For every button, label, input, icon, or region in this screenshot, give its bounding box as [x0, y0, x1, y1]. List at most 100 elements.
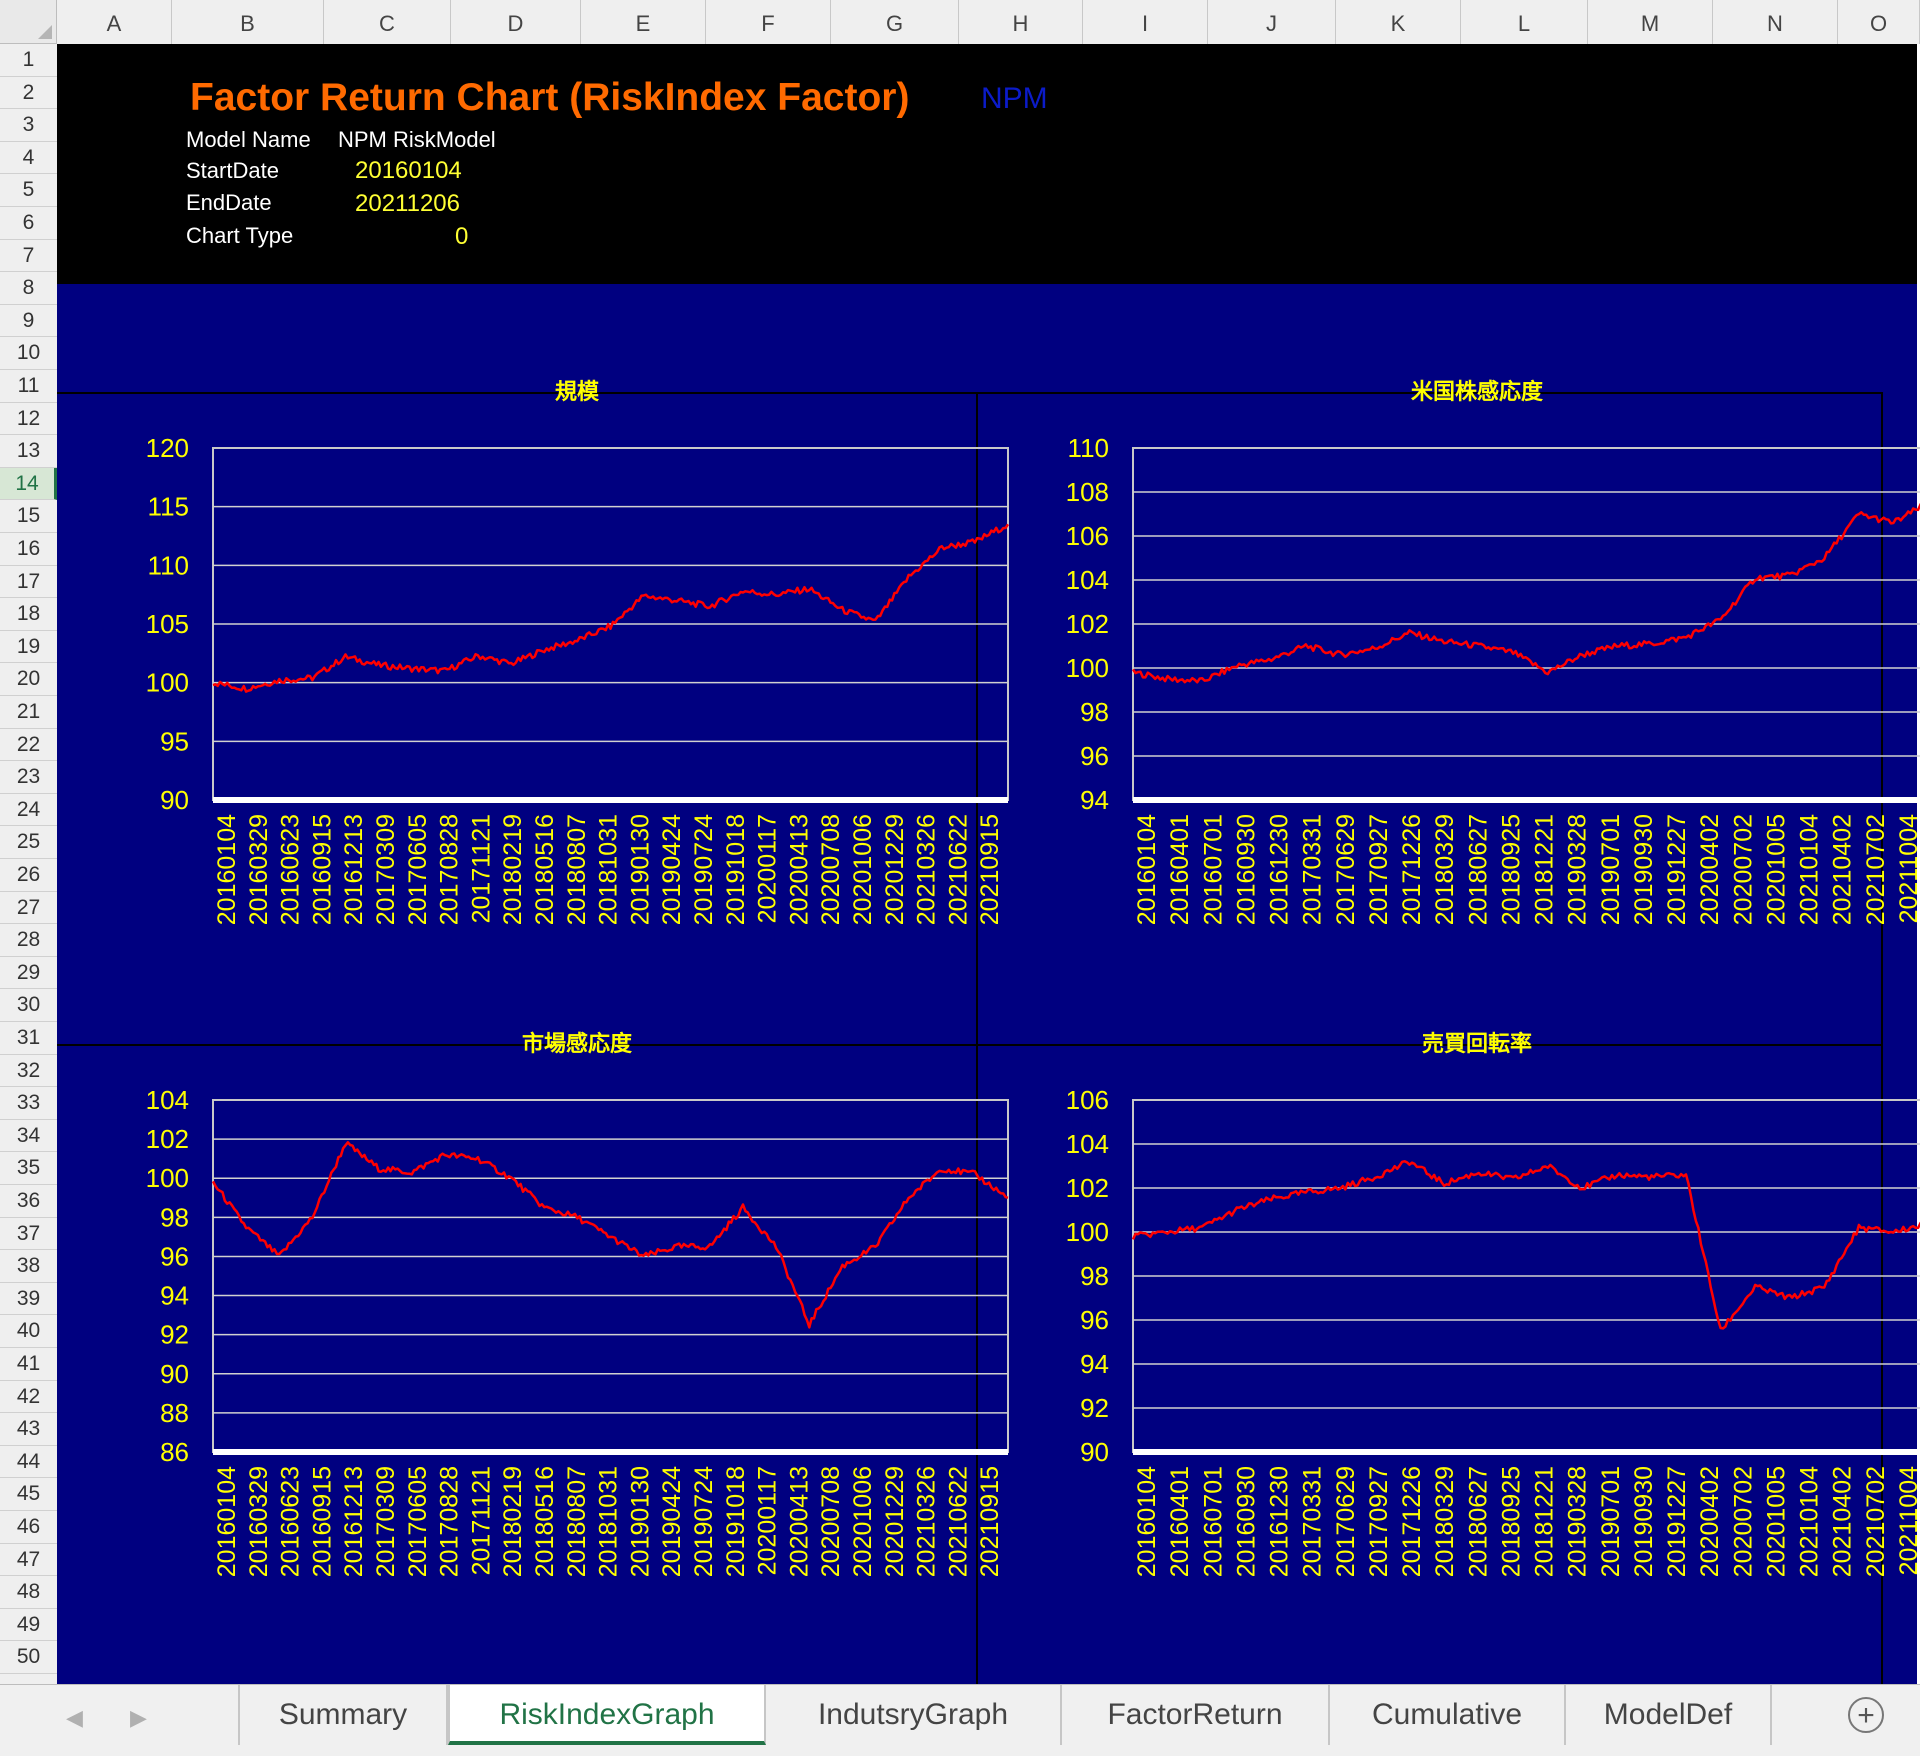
column-header[interactable]: C	[324, 0, 451, 44]
row-header[interactable]: 40	[0, 1315, 57, 1348]
y-tick-label: 102	[1066, 1173, 1109, 1203]
tab-summary[interactable]: Summary	[238, 1685, 448, 1745]
row-header[interactable]: 35	[0, 1152, 57, 1185]
row-header[interactable]: 30	[0, 989, 57, 1022]
x-tick-label: 20200117	[754, 814, 782, 923]
report-header: Factor Return Chart (RiskIndex Factor) N…	[57, 44, 1917, 284]
y-tick-label: 98	[160, 1202, 189, 1232]
x-tick-label: 20180219	[499, 814, 527, 925]
row-header[interactable]: 32	[0, 1055, 57, 1088]
row-header[interactable]: 16	[0, 533, 57, 566]
column-header[interactable]: N	[1713, 0, 1838, 44]
row-header[interactable]: 33	[0, 1087, 57, 1120]
tab-indutsrygraph[interactable]: IndutsryGraph	[766, 1685, 1062, 1745]
x-tick-label: 20200402	[1696, 814, 1724, 925]
row-header[interactable]: 24	[0, 794, 57, 827]
column-header[interactable]: A	[57, 0, 172, 44]
row-header[interactable]: 34	[0, 1120, 57, 1153]
column-header[interactable]: O	[1838, 0, 1920, 44]
row-header[interactable]: 26	[0, 859, 57, 892]
tab-factorreturn[interactable]: FactorReturn	[1062, 1685, 1330, 1745]
column-header[interactable]: F	[706, 0, 831, 44]
x-tick-label: 20160401	[1166, 1466, 1194, 1577]
row-header[interactable]: 28	[0, 924, 57, 957]
row-header[interactable]: 17	[0, 566, 57, 599]
select-all-corner[interactable]	[0, 0, 57, 44]
row-header[interactable]: 22	[0, 729, 57, 762]
row-header[interactable]: 15	[0, 500, 57, 533]
row-header[interactable]: 38	[0, 1250, 57, 1283]
chevron-left-icon[interactable]: ◀	[66, 1705, 83, 1730]
row-header[interactable]: 7	[0, 240, 57, 273]
tab-modeldef[interactable]: ModelDef	[1566, 1685, 1772, 1745]
sheet-grid[interactable]: Factor Return Chart (RiskIndex Factor) N…	[57, 44, 1920, 1696]
x-tick-label: 20160104	[1133, 814, 1161, 925]
row-header[interactable]: 18	[0, 598, 57, 631]
series-line	[1131, 503, 1920, 684]
row-header[interactable]: 48	[0, 1576, 57, 1609]
column-header[interactable]: M	[1588, 0, 1713, 44]
row-header[interactable]: 3	[0, 109, 57, 142]
row-header[interactable]: 11	[0, 370, 57, 403]
x-tick-label: 20210622	[944, 1466, 972, 1577]
row-header[interactable]: 19	[0, 631, 57, 664]
row-header[interactable]: 2	[0, 77, 57, 110]
row-header[interactable]: 43	[0, 1413, 57, 1446]
row-header[interactable]: 21	[0, 696, 57, 729]
plus-circle-icon[interactable]: +	[1848, 1697, 1884, 1733]
y-tick-label: 90	[160, 785, 189, 815]
row-header[interactable]: 46	[0, 1511, 57, 1544]
row-header[interactable]: 1	[0, 44, 57, 77]
row-header[interactable]: 13	[0, 435, 57, 468]
row-header[interactable]: 4	[0, 142, 57, 175]
row-header[interactable]: 42	[0, 1381, 57, 1414]
row-header[interactable]: 14	[0, 467, 57, 501]
column-header[interactable]: D	[451, 0, 581, 44]
x-tick-label: 20161230	[1266, 814, 1294, 925]
column-header[interactable]: J	[1208, 0, 1336, 44]
tab-riskindexgraph[interactable]: RiskIndexGraph	[448, 1685, 766, 1745]
x-tick-label: 20190724	[690, 814, 718, 925]
x-tick-label: 20190424	[658, 814, 686, 925]
y-tick-label: 96	[160, 1241, 189, 1271]
x-tick-label: 20200117	[754, 1466, 782, 1575]
chart-border-top	[57, 392, 1883, 394]
row-header[interactable]: 44	[0, 1446, 57, 1479]
column-header[interactable]: I	[1083, 0, 1208, 44]
row-header[interactable]: 6	[0, 207, 57, 240]
row-header[interactable]: 50	[0, 1641, 57, 1674]
row-header[interactable]: 47	[0, 1544, 57, 1577]
row-header[interactable]: 41	[0, 1348, 57, 1381]
column-header[interactable]: L	[1461, 0, 1588, 44]
row-header[interactable]: 37	[0, 1218, 57, 1251]
x-tick-label: 20160930	[1232, 814, 1260, 925]
x-tick-label: 20210702	[1862, 814, 1890, 925]
row-header[interactable]: 9	[0, 305, 57, 338]
row-header[interactable]: 20	[0, 663, 57, 696]
row-header[interactable]: 23	[0, 761, 57, 794]
column-header[interactable]: B	[172, 0, 324, 44]
row-header[interactable]: 12	[0, 403, 57, 436]
column-header[interactable]: G	[831, 0, 959, 44]
column-header[interactable]: K	[1336, 0, 1461, 44]
chart-title-turnover: 売買回転率	[1421, 1032, 1532, 1057]
row-header[interactable]: 31	[0, 1022, 57, 1055]
row-header[interactable]: 10	[0, 337, 57, 370]
row-header[interactable]: 29	[0, 957, 57, 990]
row-header[interactable]: 8	[0, 272, 57, 305]
chevron-right-icon[interactable]: ▶	[130, 1705, 147, 1730]
column-header[interactable]: H	[959, 0, 1083, 44]
column-header[interactable]: E	[581, 0, 706, 44]
x-tick-label: 20170629	[1332, 1466, 1360, 1577]
row-header[interactable]: 39	[0, 1283, 57, 1316]
x-tick-label: 20171121	[467, 1466, 495, 1575]
row-header[interactable]: 49	[0, 1609, 57, 1642]
row-header[interactable]: 5	[0, 174, 57, 207]
row-header[interactable]: 27	[0, 892, 57, 925]
row-header[interactable]: 45	[0, 1478, 57, 1511]
tab-cumulative[interactable]: Cumulative	[1330, 1685, 1566, 1745]
row-header[interactable]: 36	[0, 1185, 57, 1218]
row-header[interactable]: 25	[0, 826, 57, 859]
x-tick-label: 20170828	[436, 1466, 464, 1577]
